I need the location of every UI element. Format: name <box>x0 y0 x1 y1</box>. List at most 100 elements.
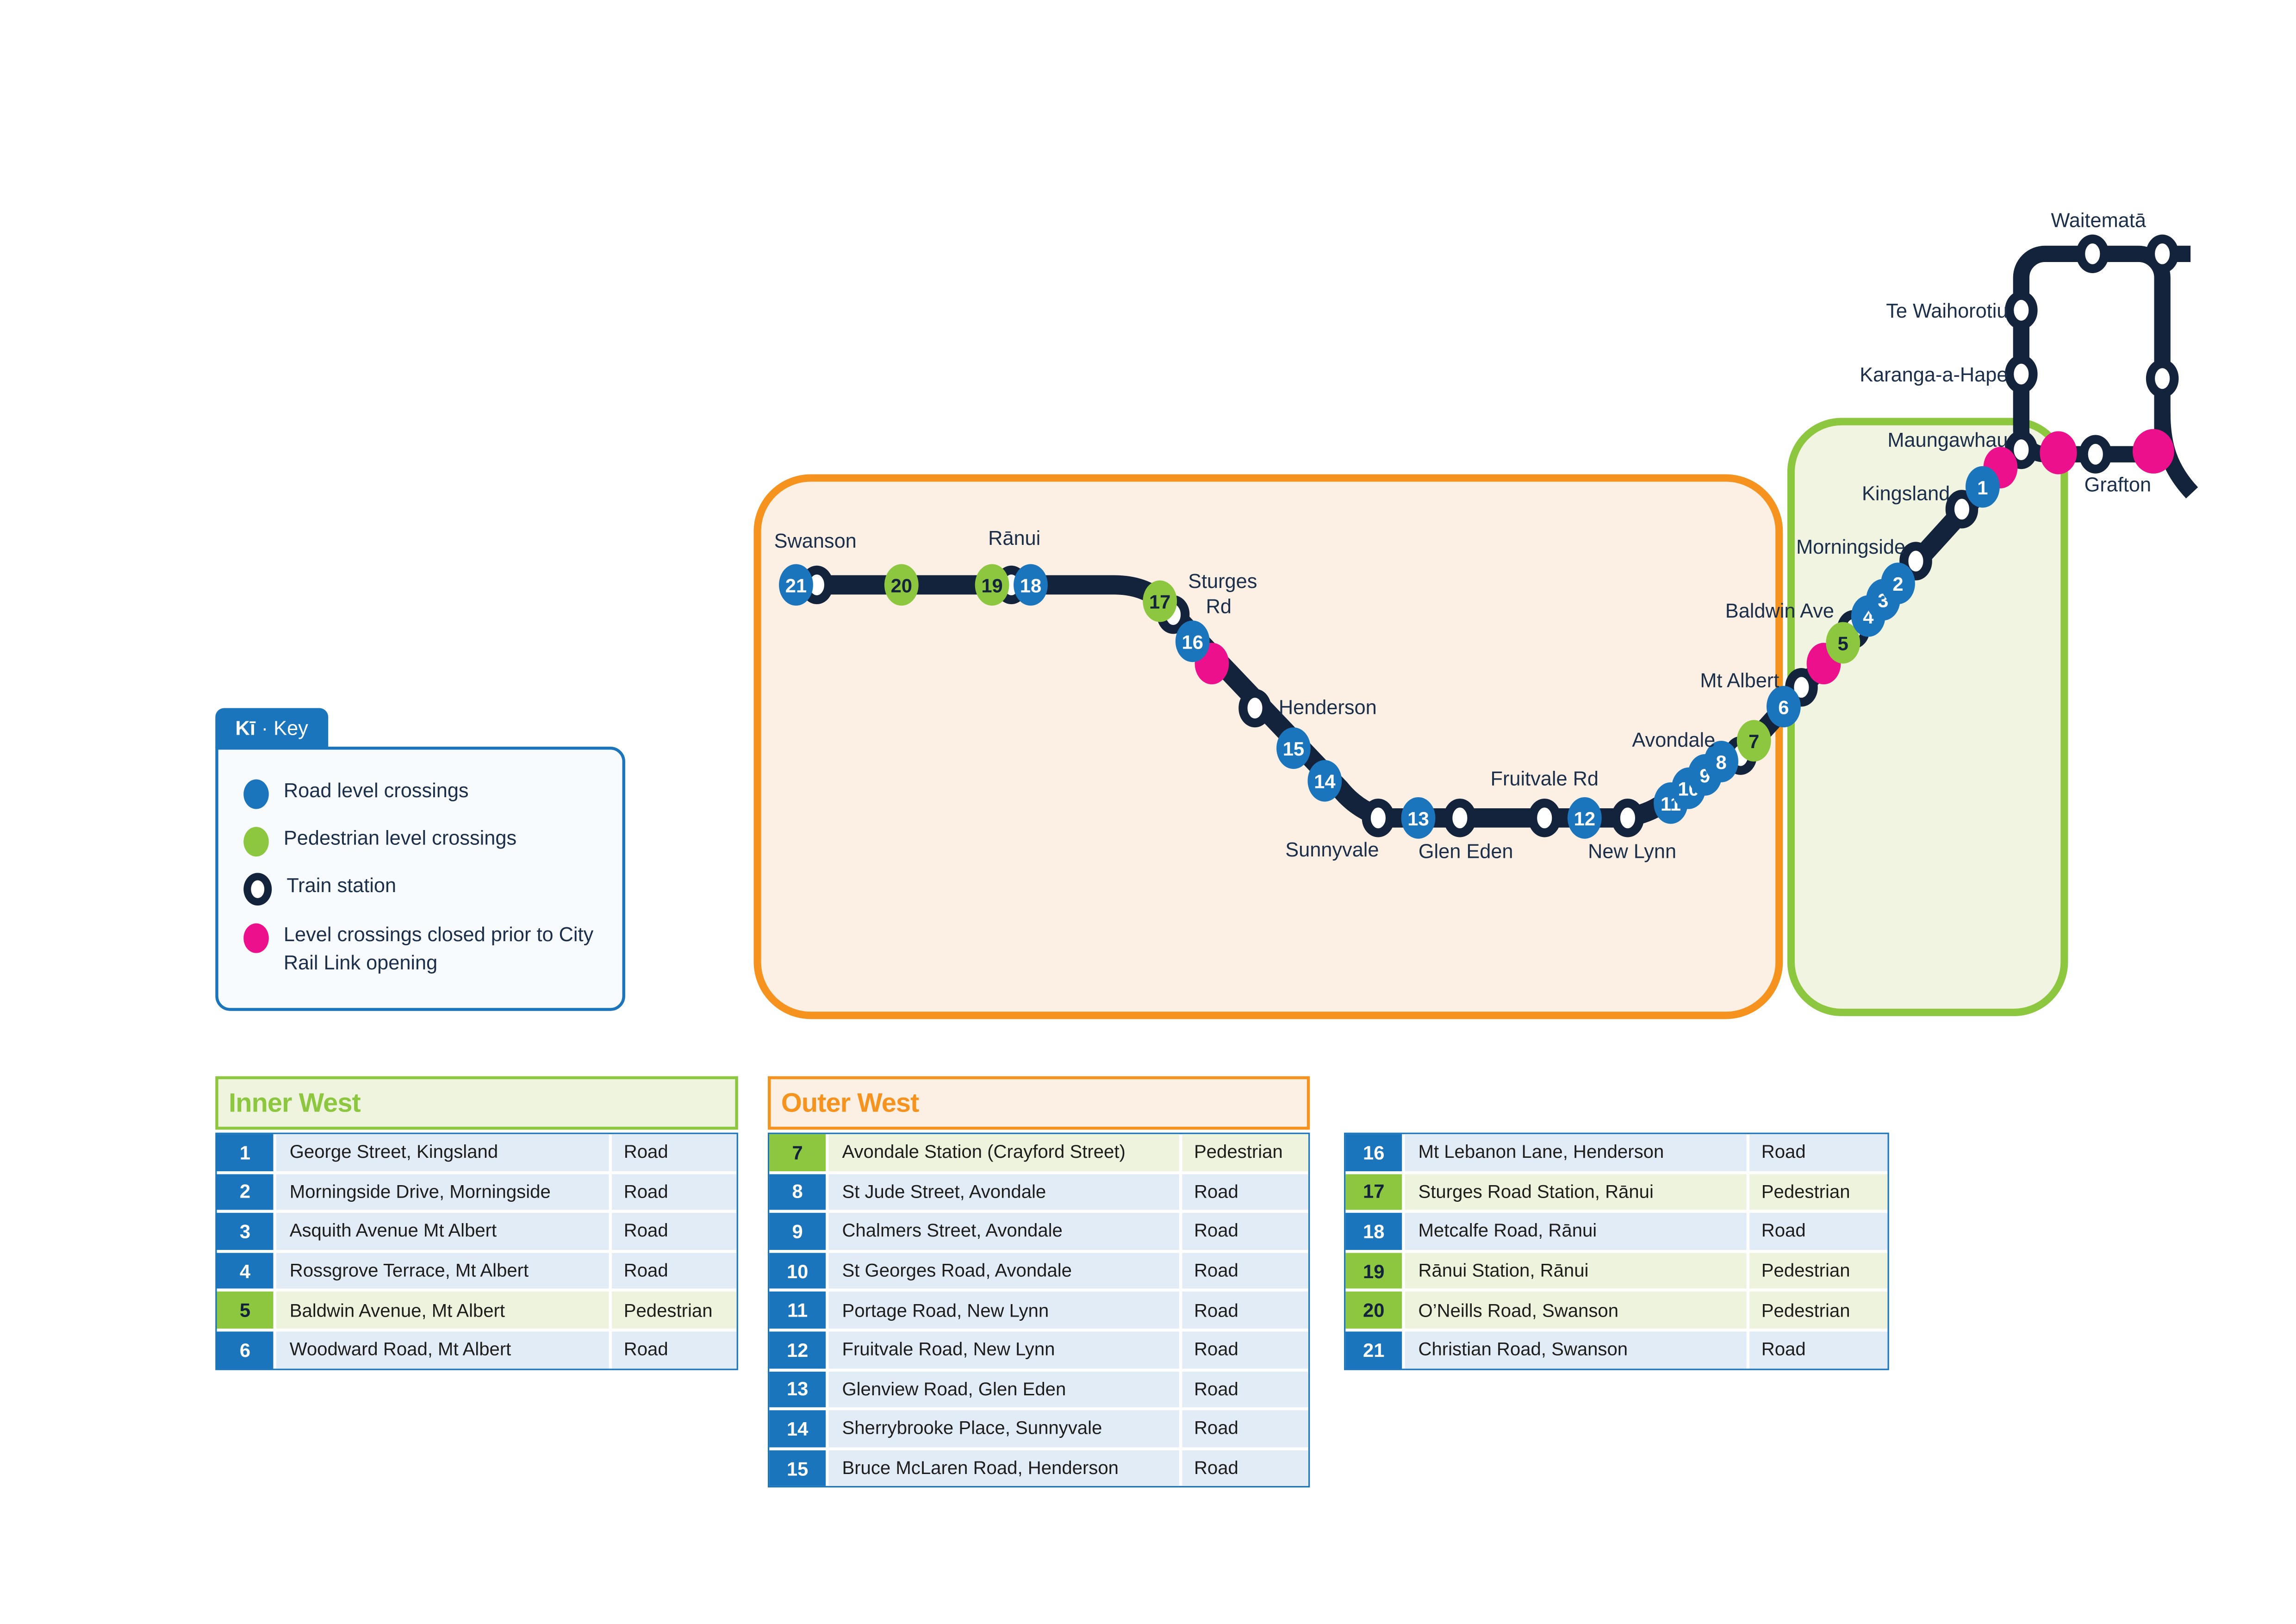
key-item-pedestrian: Pedestrian level crossings <box>243 825 604 857</box>
station-glen-eden <box>1444 799 1476 837</box>
crossing-dot-5: 5 <box>1826 622 1860 664</box>
crossing-number: 11 <box>769 1292 826 1329</box>
crossing-type: Road <box>1182 1450 1309 1487</box>
crossing-name: Baldwin Avenue, Mt Albert <box>276 1292 609 1329</box>
crossing-name: Sturges Road Station, Rānui <box>1405 1174 1747 1210</box>
crossing-number: 17 <box>1345 1174 1402 1210</box>
station-label-sturges-2: Rd <box>1206 595 1232 618</box>
crossing-number: 20 <box>1345 1292 1402 1329</box>
station-label-henderson: Henderson <box>1279 696 1377 718</box>
station-grafton <box>2079 435 2112 474</box>
outer-west-table-body: 7 Avondale Station (Crayford Street) Ped… <box>768 1132 1310 1488</box>
crossing-name: Fruitvale Road, New Lynn <box>828 1331 1179 1368</box>
table-row: 9 Chalmers Street, Avondale Road <box>769 1213 1309 1250</box>
key-item-label: Train station <box>286 874 397 897</box>
crossing-name: George Street, Kingsland <box>276 1134 609 1171</box>
table-row: 18 Metcalfe Road, Rānui Road <box>1345 1213 1888 1250</box>
station-henderson <box>1238 688 1271 728</box>
inner-west-table-body: 1 George Street, Kingsland Road 2 Mornin… <box>215 1132 738 1370</box>
station-label-glen-eden: Glen Eden <box>1419 840 1513 862</box>
closed-crossing-dot <box>2132 429 2174 474</box>
crossing-dot-18: 18 <box>1014 564 1048 606</box>
crossing-type: Pedestrian <box>1182 1134 1309 1171</box>
crossing-number: 19 <box>1345 1252 1402 1289</box>
crossing-dot-label: 17 <box>1149 591 1170 613</box>
closed-crossing-dot <box>2040 431 2077 475</box>
table-row: 6 Woodward Road, Mt Albert Road <box>217 1331 737 1368</box>
crossing-dot-12: 12 <box>1567 797 1602 839</box>
crossing-dot-17: 17 <box>1143 580 1177 622</box>
crossing-name: Avondale Station (Crayford Street) <box>828 1134 1179 1171</box>
table-row: 21 Christian Road, Swanson Road <box>1345 1331 1888 1368</box>
crossing-number: 7 <box>769 1134 826 1171</box>
table-row: 7 Avondale Station (Crayford Street) Ped… <box>769 1134 1309 1171</box>
crossing-number: 5 <box>217 1292 274 1329</box>
table-row: 5 Baldwin Avenue, Mt Albert Pedestrian <box>217 1292 737 1329</box>
key-item-closed: Level crossings closed prior to City Rai… <box>243 922 604 978</box>
station-loop-northeast <box>2146 234 2179 274</box>
crossing-type: Road <box>612 1174 737 1210</box>
crossing-number: 12 <box>769 1331 826 1368</box>
table-row: 8 St Jude Street, Avondale Road <box>769 1174 1309 1210</box>
inner-west-table-title: Inner West <box>215 1076 738 1130</box>
crossing-dot-20: 20 <box>884 564 919 606</box>
crossing-dot-label: 1 <box>1977 477 1988 499</box>
station-label-new-lynn: New Lynn <box>1588 840 1676 862</box>
crossing-dot-label: 2 <box>1892 573 1903 595</box>
crossing-type: Road <box>612 1134 737 1171</box>
crossing-dot-14: 14 <box>1307 760 1342 802</box>
crossing-dot-13: 13 <box>1401 797 1436 839</box>
crossing-type: Pedestrian <box>1749 1174 1888 1210</box>
station-fruitvale-rd <box>1528 799 1561 837</box>
table-row: 19 Rānui Station, Rānui Pedestrian <box>1345 1252 1888 1289</box>
crossing-number: 18 <box>1345 1213 1402 1250</box>
crossing-name: Metcalfe Road, Rānui <box>1405 1213 1747 1250</box>
station-waitemata <box>2076 234 2109 274</box>
station-label-te-waihorotiu: Te Waihorotiu <box>1886 300 2008 322</box>
station-label-baldwin-ave: Baldwin Ave <box>1725 600 1834 622</box>
crossing-name: Sherrybrooke Place, Sunnyvale <box>828 1410 1179 1447</box>
key-tab-maori-label: Kī <box>235 717 255 739</box>
crossing-type: Pedestrian <box>1749 1292 1888 1329</box>
crossing-dot-label: 16 <box>1182 631 1203 653</box>
crossing-type: Road <box>612 1213 737 1250</box>
crossing-dot-7: 7 <box>1736 720 1771 762</box>
crossing-number: 2 <box>217 1174 274 1210</box>
closed-crossing-dot-icon <box>243 923 269 953</box>
table-row: 11 Portage Road, New Lynn Road <box>769 1292 1309 1329</box>
table-row: 1 George Street, Kingsland Road <box>217 1134 737 1171</box>
crossings-table-16-21-body: 16 Mt Lebanon Lane, Henderson Road 17 St… <box>1344 1132 1889 1370</box>
crossing-number: 16 <box>1345 1134 1402 1171</box>
station-label-waitemata: Waitematā <box>2051 210 2146 232</box>
crossing-dot-label: 5 <box>1838 633 1848 655</box>
station-label-ranui: Rānui <box>988 527 1040 550</box>
crossing-type: Road <box>1182 1410 1309 1447</box>
inner-west-table: Inner West 1 George Street, Kingsland Ro… <box>215 1076 738 1370</box>
crossing-dot-label: 12 <box>1574 808 1595 830</box>
key-item-label: Level crossings closed prior to City Rai… <box>283 923 594 974</box>
station-label-avondale: Avondale <box>1632 729 1715 751</box>
crossing-name: Morningside Drive, Morningside <box>276 1174 609 1210</box>
crossing-dot-6: 6 <box>1766 686 1801 728</box>
crossing-name: Glenview Road, Glen Eden <box>828 1371 1179 1408</box>
crossing-type: Road <box>1182 1174 1309 1210</box>
train-station-icon <box>243 873 272 906</box>
crossing-dot-8: 8 <box>1704 741 1739 782</box>
crossing-number: 21 <box>1345 1331 1402 1368</box>
crossing-name: Chalmers Street, Avondale <box>828 1213 1179 1250</box>
table-row: 13 Glenview Road, Glen Eden Road <box>769 1371 1309 1408</box>
crossing-number: 13 <box>769 1371 826 1408</box>
table-row: 12 Fruitvale Road, New Lynn Road <box>769 1331 1309 1368</box>
crossing-type: Road <box>612 1331 737 1368</box>
crossing-dots: 21 20 19 18 17 16 <box>779 466 2000 839</box>
crossing-name: Rossgrove Terrace, Mt Albert <box>276 1252 609 1289</box>
crossing-name: St Jude Street, Avondale <box>828 1174 1179 1210</box>
table-row: 20 O’Neills Road, Swanson Pedestrian <box>1345 1292 1888 1329</box>
road-crossing-dot-icon <box>243 779 269 809</box>
station-label-mt-albert: Mt Albert <box>1700 670 1779 692</box>
crossing-number: 8 <box>769 1174 826 1210</box>
crossing-name: St Georges Road, Avondale <box>828 1252 1179 1289</box>
station-loop-east <box>2146 359 2179 398</box>
